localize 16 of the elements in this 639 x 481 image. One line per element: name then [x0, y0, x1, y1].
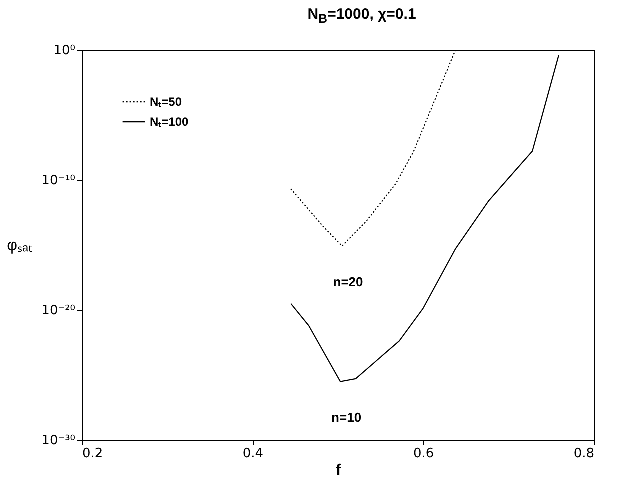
annotation: n=10 [332, 410, 362, 425]
y-axis-title: φₛₐₜ [7, 238, 32, 254]
annotation: n=20 [333, 274, 364, 290]
chart-title: N$_{B}$=1000, χ=0.1 [306, 6, 418, 26]
legend-label: Nₜ=100 [150, 115, 190, 129]
x-tick-label: 0.2 [82, 446, 104, 462]
y-tick-label: 10⁰ [54, 44, 76, 58]
legend-label: Nₜ=50 [150, 95, 182, 109]
x-axis-title: f [336, 462, 342, 480]
x-tick-label: 0.6 [413, 446, 434, 462]
y-tick-label: 10⁻¹⁰ [42, 174, 76, 188]
x-tick-label: 0.4 [242, 446, 264, 462]
line-series [290, 54, 560, 382]
x-tick-label: 0.8 [574, 446, 594, 462]
y-tick-label: 10⁻²⁰ [42, 304, 76, 318]
y-tick-label: 10⁻³⁰ [42, 434, 76, 448]
